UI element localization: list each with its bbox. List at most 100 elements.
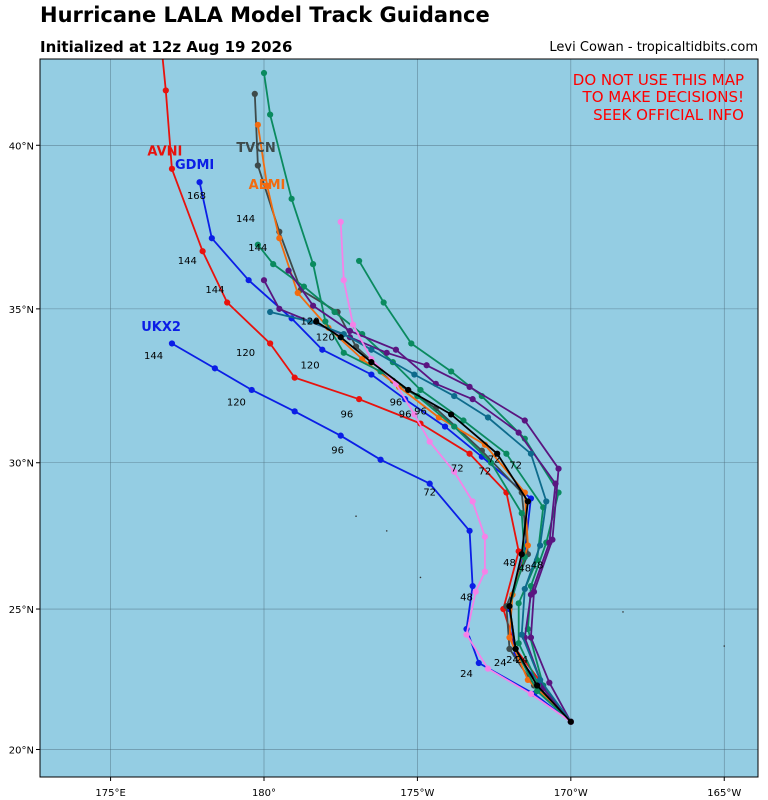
island [419,576,422,579]
track-point [423,362,430,369]
forecast-hour-label: 48 [503,558,516,569]
track-point [481,441,489,448]
track-point [503,450,510,457]
track-point [546,679,553,686]
forecast-hour-label: 144 [248,243,267,254]
island [723,645,726,647]
track-point [196,179,203,186]
forecast-hour-label: 72 [451,464,464,475]
track-point [521,585,528,593]
track-point [411,371,418,378]
track-point [481,533,489,540]
forecast-hour-label: 48 [460,592,473,603]
track-ens07 [337,218,574,725]
track-point [448,368,455,375]
track-point [291,374,298,381]
track-point [349,321,357,328]
track-point [546,539,553,546]
forecast-hour-label: 168 [187,191,206,202]
track-point [506,603,513,610]
island [355,515,357,517]
track-point [405,386,412,394]
map-frame [39,58,759,778]
forecast-hour-label: 24 [494,658,507,669]
tick-label-lat: 35°N [9,305,34,316]
tick-label-lat: 20°N [9,745,34,756]
track-point [291,408,298,415]
island [385,530,388,532]
track-point [260,277,268,284]
forecast-hour-label: 144 [236,214,255,225]
track-point [466,450,473,457]
tick-label-lat: 25°N [9,605,34,616]
track-point [527,634,535,641]
track-point [472,588,479,595]
forecast-hour-label: 72 [509,461,522,472]
forecast-hour-label: 120 [236,348,255,359]
track-point [460,417,467,424]
tick-label-lon: 180° [252,788,276,799]
track-point [469,498,476,505]
track-ukx2 [168,340,574,725]
track-line [315,320,572,723]
track-point [368,371,375,378]
track-point [524,498,531,505]
track-point [533,688,541,695]
model-label-gdmi: GDMI [175,158,214,173]
track-point [451,392,458,400]
tick-label-lon: 175°W [400,788,434,799]
track-point [487,459,495,466]
forecast-hour-label: 96 [340,409,353,420]
track-point [515,429,522,436]
track-point [248,386,255,394]
track-point [555,465,562,472]
track-point [484,414,492,421]
track-point [448,411,455,418]
forecast-hour-label: 72 [423,488,436,499]
track-point [368,359,375,366]
track-point [208,235,215,242]
track-point [168,165,176,172]
track-point [267,340,274,347]
track-point [527,591,535,598]
forecast-hour-label: 96 [390,397,403,408]
track-point [285,267,292,274]
forecast-hour-label: 48 [531,561,544,572]
track-point [263,182,271,189]
track-point [380,299,387,306]
track-point [267,111,274,118]
track-point [331,308,338,316]
track-point [211,365,218,372]
track-point [533,682,541,689]
track-point [251,90,258,98]
track-point [524,676,531,683]
forecast-hour-label: 24 [515,655,528,666]
track-point [254,121,261,128]
track-point [309,261,317,268]
track-point [294,289,301,297]
track-point [254,241,261,248]
forecast-hour-label: 120 [300,317,319,328]
track-point [408,340,415,347]
track-point [469,582,476,590]
track-point [481,568,489,575]
track-point [515,600,522,607]
tick-label-lat: 30°N [9,459,34,470]
init-time: Initialized at 12z Aug 19 2026 [40,38,293,56]
track-point [411,411,418,418]
track-point [276,305,283,312]
track-point [245,277,252,284]
track-point [475,659,482,667]
tick-label-lon: 170°W [554,788,588,799]
track-point [567,718,574,725]
forecast-hour-label: 24 [506,655,519,666]
track-point [377,456,384,463]
track-ens08 [313,318,574,725]
warning-line-2: TO MAKE DECISIONS! [582,88,744,106]
credit-text: Levi Cowan - tropicaltidbits.com [549,40,758,55]
forecast-hour-label: 144 [144,351,163,362]
track-point [392,346,400,353]
